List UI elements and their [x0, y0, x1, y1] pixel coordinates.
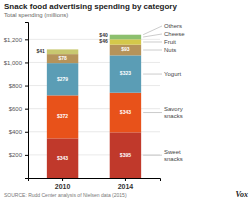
annotation: Vox: [236, 190, 248, 199]
legend-item: Nuts: [143, 47, 176, 53]
y-axis-line: [25, 23, 29, 179]
source: SOURCE: Rudd Center analysis of Nielsen …: [4, 192, 127, 198]
legend-item: Yogurt: [143, 71, 181, 77]
series: [47, 49, 78, 54]
x-axis-line: [29, 179, 161, 182]
bar-segment: [110, 93, 141, 133]
chart: Snack food advertising spending by categ…: [0, 0, 252, 200]
bar-segment: [110, 39, 141, 44]
y-tick-mark: [25, 62, 28, 63]
data-label: $41: [37, 48, 46, 54]
data-label: $40: [99, 32, 108, 38]
legend-item: Sweetsnacks: [143, 148, 183, 161]
legend-connector: [143, 41, 162, 42]
data-label: $46: [99, 38, 108, 44]
y-tick: $400: [9, 129, 28, 135]
bar-segment: [110, 45, 141, 56]
legend-connector: [143, 155, 162, 156]
legend-connector: [143, 34, 162, 37]
y-tick-label: $400: [9, 129, 23, 135]
y-tick-label: $200: [9, 152, 23, 158]
bar-segment: [47, 54, 78, 63]
data-label: $372: [57, 113, 68, 119]
legend-label: Fruit: [164, 39, 176, 45]
legend: Sweetsnacks Savorysnacks Yogurt Nuts Fruit Ch…: [143, 23, 185, 162]
data-label: $343: [120, 109, 131, 115]
y-tick-label: $1,200: [4, 37, 23, 43]
legend-label: Nuts: [164, 47, 176, 53]
bar-segment: [47, 63, 78, 95]
y-tick: $1,200: [4, 37, 28, 43]
x-tick-label: 2010: [55, 183, 71, 190]
legend-item: Others: [143, 23, 182, 35]
data-label: $395: [120, 152, 131, 158]
legend-connector: [143, 26, 162, 35]
legend-label: Cheese: [164, 31, 185, 37]
y-axis: $200 $400 $600 $800 $1,000 $1,200: [4, 23, 29, 179]
x-tick-mark: [125, 178, 126, 181]
legend-item: Fruit: [143, 39, 176, 45]
legend-connector: [143, 112, 162, 113]
x-tick-label: 2014: [118, 183, 134, 190]
data-label: $323: [120, 70, 131, 76]
series: [110, 39, 141, 44]
title: Snack food advertising spending by categ…: [4, 2, 177, 11]
legend-connector: [143, 50, 162, 51]
x-axis: 2010 2014: [29, 178, 161, 190]
x-tick: 2010: [55, 178, 71, 190]
y-tick-mark: [25, 109, 28, 110]
y-tick-label: $1,000: [4, 60, 23, 66]
y-tick-mark: [25, 86, 28, 87]
data-label: $78: [58, 55, 67, 61]
data-label: $279: [57, 76, 68, 82]
series: [47, 132, 141, 178]
series: [47, 93, 141, 139]
x-tick-mark: [62, 178, 63, 181]
legend-label: Others: [164, 23, 182, 29]
bar-segment: [110, 55, 141, 92]
bar-segment: [110, 132, 141, 178]
legend-item: Savorysnacks: [143, 106, 183, 119]
bar-segment: [47, 138, 78, 178]
y-tick-mark: [25, 155, 28, 156]
y-tick-label: $600: [9, 106, 23, 112]
y-tick: $200: [9, 152, 28, 158]
legend-label: Sweetsnacks: [164, 148, 183, 161]
bar-segment: [47, 95, 78, 138]
series: [47, 45, 141, 63]
bar-segment: [110, 35, 141, 40]
legend-label: Yogurt: [164, 71, 181, 77]
subtitle: Total spending (millions): [4, 12, 68, 18]
data-label: $93: [121, 46, 130, 52]
y-tick-label: $800: [9, 83, 23, 89]
data-label: $343: [57, 155, 68, 161]
data-labels: $343 $395 $372 $343 $279 $323 $78 $93 $46$40 $41: [37, 32, 132, 160]
series: [110, 35, 141, 40]
legend-label: Savorysnacks: [164, 106, 183, 119]
bar-segment: [47, 49, 78, 54]
plot: $200 $400 $600 $800 $1,000 $1,200 2010 2014 $343…: [4, 23, 186, 190]
legend-connector: [143, 74, 162, 75]
y-tick: $1,000: [4, 60, 28, 66]
y-tick-mark: [25, 39, 28, 40]
y-tick-mark: [25, 132, 28, 133]
x-tick: 2014: [118, 178, 134, 190]
y-tick: $600: [9, 106, 28, 112]
y-tick: $800: [9, 83, 28, 89]
bar-segment: [110, 34, 141, 35]
bars: [47, 35, 141, 178]
